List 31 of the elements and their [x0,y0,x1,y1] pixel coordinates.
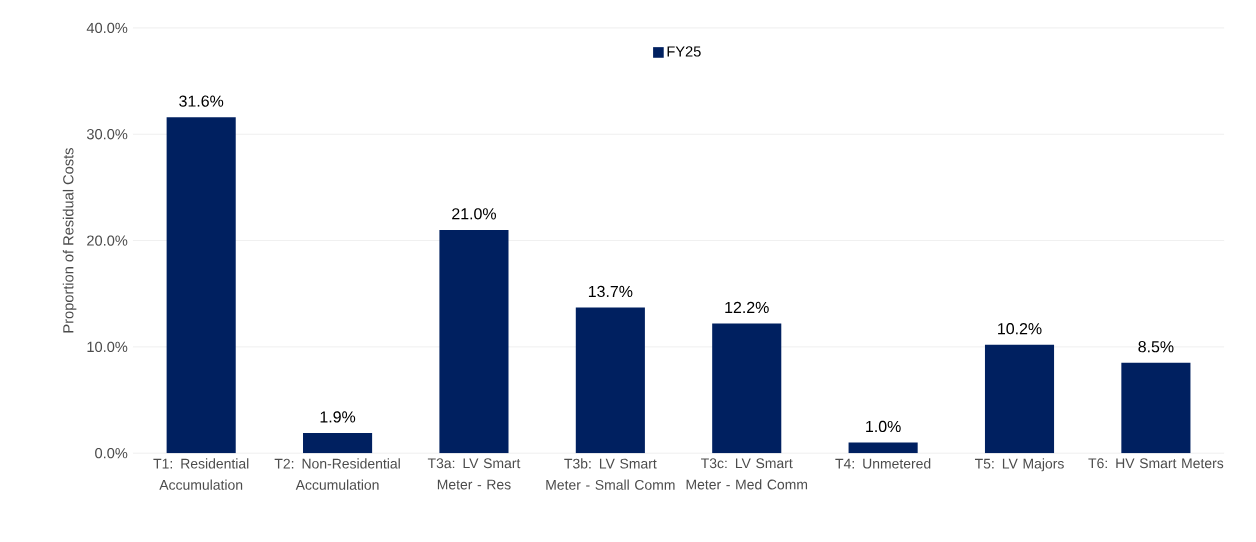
x-tick-label: T2: Non-Residential Accumulation [274,458,400,490]
bar [712,323,782,454]
x-tick-label: T3b: LV Smart Meter - Small Comm [546,458,675,490]
bar [1121,362,1191,454]
data-label: 8.5% [1138,340,1174,353]
y-axis-title: Proportion of Residual Costs [62,147,77,333]
legend-label: FY25 [667,46,701,57]
x-tick-label: T1: Residential Accumulation [153,458,249,490]
bar [439,229,509,454]
bar [166,117,236,454]
x-tick-label: T3c: LV Smart Meter - Med Comm [686,458,808,490]
x-tick-label: T5: LV Majors [974,458,1064,472]
y-tick-label: 0.0% [95,447,128,459]
data-label: 12.2% [725,301,769,313]
data-label: 13.7% [588,285,633,297]
data-label: 21.0% [452,208,496,220]
bar [575,307,645,454]
y-tick-label: 10.0% [87,341,128,352]
x-tick-label: T3a: LV Smart Meter - Res [427,458,521,490]
y-tick-label: 30.0% [86,128,128,140]
x-tick-label: T6: HV Smart Meters [1088,458,1224,469]
data-label: 1.0% [866,420,901,432]
y-tick-label: 40.0% [86,22,128,33]
bar [303,432,373,454]
y-tick-label: 20.0% [87,235,128,246]
bar [848,442,918,454]
bar [984,344,1055,454]
x-tick-label: T4: Unmetered [835,458,931,469]
data-label: 31.6% [179,95,224,107]
data-label: 1.9% [320,411,356,423]
data-label: 10.2% [998,322,1042,335]
